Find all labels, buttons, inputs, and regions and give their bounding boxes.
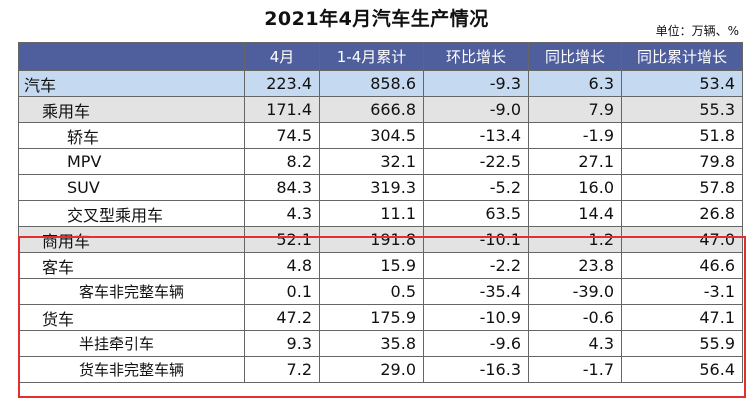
cell-ytd: 304.5 — [319, 122, 424, 149]
cell-april: 52.1 — [244, 226, 320, 253]
cell-april: 4.8 — [244, 252, 320, 279]
cell-yoy: -39.0 — [528, 278, 622, 305]
table-row: MPV 8.2 32.1 -22.5 27.1 79.8 — [18, 148, 743, 175]
row-label: 乘用车 — [18, 96, 245, 123]
cell-yoy: 6.3 — [528, 70, 622, 97]
row-label: 轿车 — [18, 122, 245, 149]
cell-yoy: -1.9 — [528, 122, 622, 149]
table-row: 客车非完整车辆 0.1 0.5 -35.4 -39.0 -3.1 — [18, 278, 743, 305]
cell-ytd-yoy: 47.1 — [621, 304, 743, 331]
cell-yoy: 16.0 — [528, 174, 622, 201]
table-row: 汽车 223.4 858.6 -9.3 6.3 53.4 — [18, 70, 743, 97]
cell-mom: -2.2 — [423, 252, 529, 279]
header-row: 4月 1-4月累计 环比增长 同比增长 同比累计增长 — [18, 42, 743, 71]
cell-ytd: 15.9 — [319, 252, 424, 279]
cell-ytd-yoy: 53.4 — [621, 70, 743, 97]
cell-mom: -9.3 — [423, 70, 529, 97]
cell-april: 74.5 — [244, 122, 320, 149]
cell-april: 9.3 — [244, 330, 320, 357]
cell-ytd-yoy: 79.8 — [621, 148, 743, 175]
production-table: 4月 1-4月累计 环比增长 同比增长 同比累计增长 汽车 223.4 858.… — [18, 42, 743, 383]
cell-ytd: 0.5 — [319, 278, 424, 305]
cell-ytd: 858.6 — [319, 70, 424, 97]
table-row: 轿车 74.5 304.5 -13.4 -1.9 51.8 — [18, 122, 743, 149]
row-label: 交叉型乘用车 — [18, 200, 245, 227]
cell-yoy: 7.9 — [528, 96, 622, 123]
row-label: 商用车 — [18, 226, 245, 253]
cell-yoy: 14.4 — [528, 200, 622, 227]
cell-mom: 63.5 — [423, 200, 529, 227]
cell-ytd-yoy: -3.1 — [621, 278, 743, 305]
cell-yoy: -1.7 — [528, 356, 622, 383]
table-row: 半挂牵引车 9.3 35.8 -9.6 4.3 55.9 — [18, 330, 743, 357]
table-row: 货车 47.2 175.9 -10.9 -0.6 47.1 — [18, 304, 743, 331]
table-row: SUV 84.3 319.3 -5.2 16.0 57.8 — [18, 174, 743, 201]
column-header-ytd: 1-4月累计 — [319, 42, 424, 71]
cell-yoy: 4.3 — [528, 330, 622, 357]
row-label: 客车非完整车辆 — [18, 278, 245, 305]
cell-yoy: 27.1 — [528, 148, 622, 175]
column-header-april: 4月 — [244, 42, 320, 71]
page-title: 2021年4月汽车生产情况 — [264, 8, 489, 30]
cell-ytd-yoy: 55.9 — [621, 330, 743, 357]
cell-ytd: 32.1 — [319, 148, 424, 175]
column-header-ytd-yoy: 同比累计增长 — [621, 42, 743, 71]
cell-april: 171.4 — [244, 96, 320, 123]
cell-ytd: 35.8 — [319, 330, 424, 357]
cell-mom: -10.9 — [423, 304, 529, 331]
cell-ytd: 175.9 — [319, 304, 424, 331]
column-header-mom: 环比增长 — [423, 42, 529, 71]
cell-mom: -22.5 — [423, 148, 529, 175]
cell-ytd-yoy: 55.3 — [621, 96, 743, 123]
table-row: 客车 4.8 15.9 -2.2 23.8 46.6 — [18, 252, 743, 279]
cell-yoy: 23.8 — [528, 252, 622, 279]
cell-ytd: 191.8 — [319, 226, 424, 253]
cell-ytd-yoy: 57.8 — [621, 174, 743, 201]
cell-ytd: 29.0 — [319, 356, 424, 383]
table-row: 交叉型乘用车 4.3 11.1 63.5 14.4 26.8 — [18, 200, 743, 227]
cell-yoy: -0.6 — [528, 304, 622, 331]
cell-mom: -35.4 — [423, 278, 529, 305]
cell-mom: -9.6 — [423, 330, 529, 357]
row-label: SUV — [18, 174, 245, 201]
cell-ytd-yoy: 26.8 — [621, 200, 743, 227]
cell-april: 84.3 — [244, 174, 320, 201]
row-label: 货车 — [18, 304, 245, 331]
row-label: MPV — [18, 148, 245, 175]
row-label: 汽车 — [18, 70, 245, 97]
cell-april: 7.2 — [244, 356, 320, 383]
cell-mom: -10.1 — [423, 226, 529, 253]
table-row: 货车非完整车辆 7.2 29.0 -16.3 -1.7 56.4 — [18, 356, 743, 383]
cell-mom: -5.2 — [423, 174, 529, 201]
cell-ytd: 11.1 — [319, 200, 424, 227]
cell-april: 0.1 — [244, 278, 320, 305]
cell-ytd-yoy: 56.4 — [621, 356, 743, 383]
row-label: 货车非完整车辆 — [18, 356, 245, 383]
column-header-category — [18, 42, 245, 71]
cell-mom: -16.3 — [423, 356, 529, 383]
cell-april: 223.4 — [244, 70, 320, 97]
cell-april: 4.3 — [244, 200, 320, 227]
table-row: 商用车 52.1 191.8 -10.1 1.2 47.0 — [18, 226, 743, 253]
cell-ytd-yoy: 46.6 — [621, 252, 743, 279]
cell-april: 8.2 — [244, 148, 320, 175]
cell-ytd: 666.8 — [319, 96, 424, 123]
cell-ytd-yoy: 47.0 — [621, 226, 743, 253]
unit-label: 单位：万辆、% — [655, 24, 739, 38]
cell-mom: -9.0 — [423, 96, 529, 123]
cell-mom: -13.4 — [423, 122, 529, 149]
column-header-yoy: 同比增长 — [528, 42, 622, 71]
row-label: 客车 — [18, 252, 245, 279]
cell-ytd-yoy: 51.8 — [621, 122, 743, 149]
cell-ytd: 319.3 — [319, 174, 424, 201]
table-row: 乘用车 171.4 666.8 -9.0 7.9 55.3 — [18, 96, 743, 123]
cell-yoy: 1.2 — [528, 226, 622, 253]
row-label: 半挂牵引车 — [18, 330, 245, 357]
cell-april: 47.2 — [244, 304, 320, 331]
